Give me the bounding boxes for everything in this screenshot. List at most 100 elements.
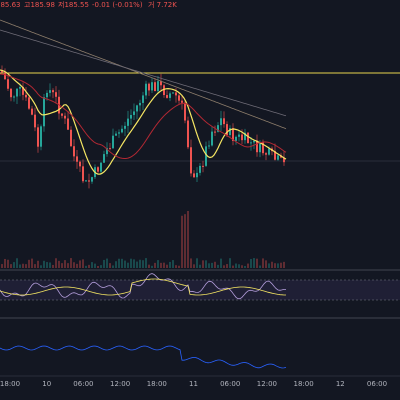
volume-bar <box>109 263 111 268</box>
candle-body <box>28 97 30 109</box>
time-label: 12:00 <box>110 380 130 388</box>
candle-body <box>115 133 117 136</box>
candle-body <box>136 105 138 112</box>
volume-bar <box>130 258 132 268</box>
candle-body <box>217 125 219 132</box>
candle-body <box>22 86 24 95</box>
volume-bar <box>253 258 255 268</box>
candle-body <box>70 129 72 147</box>
volume-bar <box>196 258 198 268</box>
candle-body <box>112 135 114 149</box>
volume-bar <box>178 265 180 268</box>
candle-body <box>13 96 15 98</box>
ma-slow <box>0 19 287 130</box>
volume-bar <box>241 265 243 268</box>
time-label: 06:00 <box>367 380 387 388</box>
volume-bar <box>79 260 81 268</box>
candle-body <box>130 114 132 119</box>
candle-body <box>46 92 48 98</box>
ma-fast <box>0 69 287 175</box>
volume-bar <box>34 264 36 268</box>
volume-bar <box>85 265 87 268</box>
volume-bar <box>136 261 138 268</box>
volume-bar <box>217 264 219 268</box>
candle-body <box>34 114 36 128</box>
candle-body <box>157 81 159 92</box>
candle-body <box>49 90 51 93</box>
candle-body <box>232 128 234 141</box>
volume-bar <box>94 263 96 268</box>
volume-bar <box>232 265 234 268</box>
candle-body <box>250 142 252 144</box>
candle-body <box>283 157 285 163</box>
volume-bar <box>184 214 186 268</box>
time-label: 18:00 <box>294 380 314 388</box>
volume-bar <box>202 260 204 268</box>
volume-bar <box>223 265 225 268</box>
volume-bar <box>262 258 264 268</box>
volume-bar <box>247 263 249 268</box>
candle-body <box>82 166 84 182</box>
volume-bar <box>70 258 72 268</box>
candle-body <box>160 81 162 86</box>
volume-bar <box>205 260 207 268</box>
candle-body <box>10 88 12 98</box>
candle-body <box>178 95 180 101</box>
candle-body <box>247 132 249 144</box>
candle-body <box>259 142 261 153</box>
volume-bar <box>40 265 42 268</box>
ma-slow2 <box>0 29 287 117</box>
candle-body <box>148 83 150 91</box>
candle-body <box>211 131 213 146</box>
candle-body <box>244 132 246 141</box>
candle-body <box>208 145 210 147</box>
volume-bar <box>91 262 93 268</box>
rsi-ma <box>0 278 286 296</box>
candle-body <box>262 142 264 154</box>
volume-bar <box>103 259 105 268</box>
indicator-line <box>0 345 287 369</box>
candle-body <box>265 153 267 155</box>
volume-bar <box>157 260 159 268</box>
volume-bar <box>121 258 123 268</box>
volume-bar <box>49 262 51 268</box>
volume-bar <box>61 263 63 268</box>
candle-body <box>19 86 21 89</box>
volume-bar <box>145 258 147 268</box>
candle-body <box>103 154 105 163</box>
candle-body <box>97 167 99 172</box>
candle-body <box>241 134 243 141</box>
candle-body <box>4 72 6 80</box>
candle-body <box>190 147 192 174</box>
volume-bar <box>142 260 144 268</box>
candle-body <box>151 82 153 91</box>
candle-body <box>43 97 45 127</box>
candle-body <box>226 124 228 136</box>
volume-bar <box>271 261 273 268</box>
candle-body <box>274 151 276 160</box>
time-label: 12 <box>336 380 345 388</box>
candle-body <box>268 148 270 155</box>
volume-bar <box>166 264 168 268</box>
candle-body <box>64 115 66 119</box>
volume-bar <box>10 264 12 268</box>
volume-bar <box>277 263 279 268</box>
volume-bar <box>268 263 270 268</box>
candle-body <box>61 113 63 116</box>
ma-mid <box>0 73 287 159</box>
volume-bar <box>127 262 129 268</box>
candle-body <box>220 118 222 126</box>
candle-body <box>142 95 144 103</box>
volume-bar <box>124 260 126 268</box>
candle-body <box>52 90 54 93</box>
volume-bar <box>160 262 162 268</box>
volume-bar <box>112 265 114 268</box>
candle-body <box>184 102 186 121</box>
candle-body <box>193 173 195 178</box>
volume-bar <box>220 258 222 268</box>
time-label: 18:00 <box>147 380 167 388</box>
volume-bar <box>19 264 21 268</box>
candle-body <box>7 79 9 89</box>
